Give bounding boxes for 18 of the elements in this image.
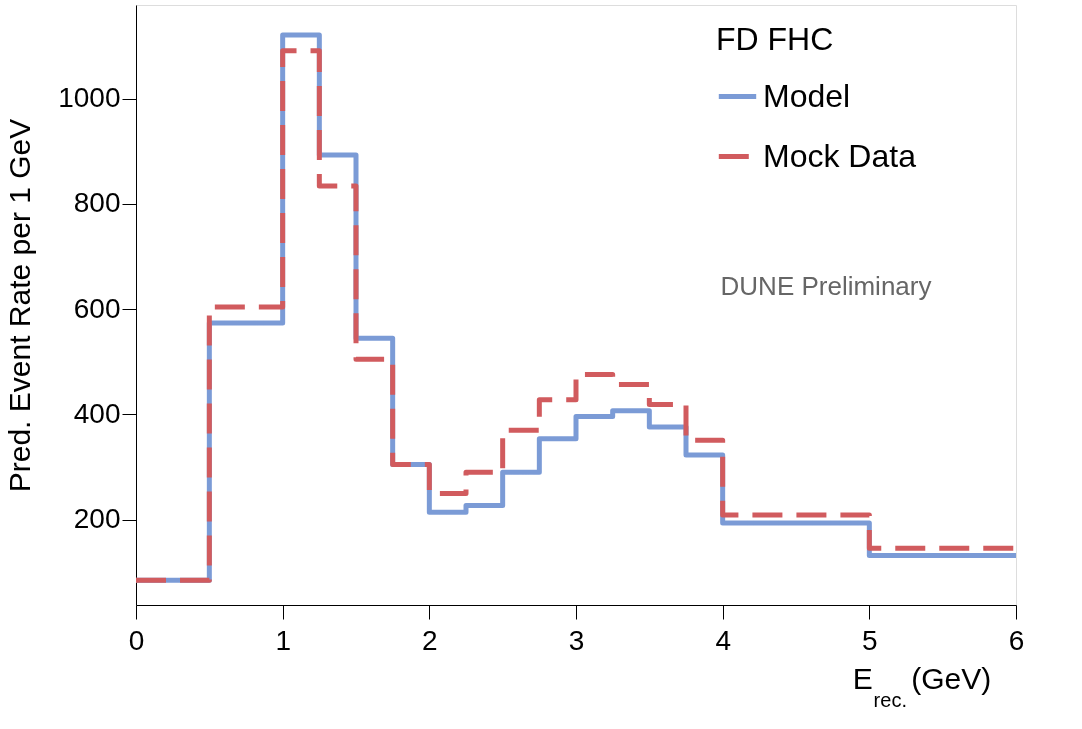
x-tick-label: 6 — [1008, 624, 1025, 656]
legend-label: Model — [763, 77, 851, 114]
annotation: DUNE Preliminary — [720, 271, 932, 301]
x-axis-title: Erec. (GeV) — [852, 662, 992, 711]
x-tick-label: 2 — [422, 624, 438, 656]
x-tick-label: 4 — [715, 624, 731, 656]
y-tick-label: 600 — [73, 292, 121, 324]
legend-title: FD FHC — [716, 21, 834, 57]
x-tick-label: 0 — [128, 624, 145, 656]
x-tick-label: 5 — [862, 624, 878, 656]
y-tick-label: 400 — [73, 397, 121, 429]
x-tick-label: 1 — [275, 624, 291, 656]
y-tick-label: 200 — [73, 503, 121, 535]
y-axis-title: Pred. Event Rate per 1 GeV — [3, 118, 37, 493]
x-tick-label: 3 — [568, 624, 585, 656]
y-tick-label: 800 — [73, 187, 121, 219]
legend-label: Mock Data — [763, 137, 917, 174]
y-tick-label: 1000 — [58, 82, 121, 114]
